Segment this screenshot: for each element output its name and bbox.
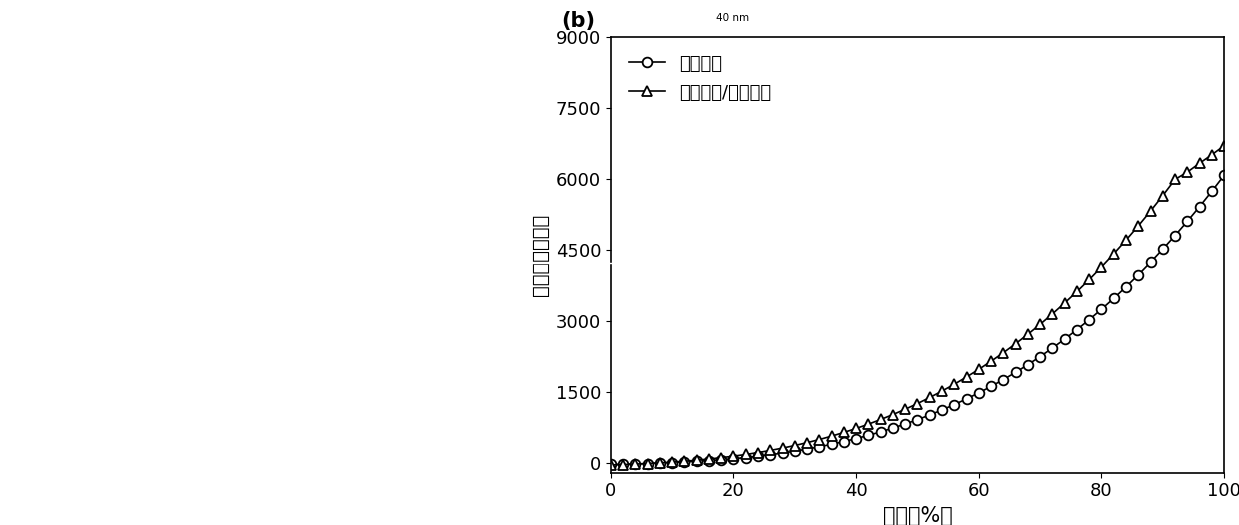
图案化金 [603, 461, 618, 468]
Text: 金/碳纳米管: 金/碳纳米管 [587, 276, 624, 286]
Text: 40 nm: 40 nm [716, 13, 750, 23]
Text: 2: 2 [43, 276, 50, 285]
Bar [0, 411, 300, 417]
图案化金/碳纳米管 [738, 452, 753, 458]
图案化金/碳纳米管 [1217, 143, 1232, 149]
Text: ): ) [55, 276, 62, 290]
Bar [0, 442, 300, 448]
Legend: 图案化金, 图案化金/碳纳米管: 图案化金, 图案化金/碳纳米管 [620, 46, 781, 111]
图案化金/碳纳米管 [1009, 341, 1023, 347]
图案化金/碳纳米管 [603, 462, 618, 468]
图案化金 [738, 454, 753, 460]
Bar [0, 257, 300, 262]
Bar [0, 457, 300, 463]
Text: (a: (a [12, 13, 28, 27]
图案化金/碳纳米管 [788, 443, 803, 449]
Text: 1 μm: 1 μm [698, 491, 722, 501]
Bar [0, 365, 300, 371]
Text: -40 nm: -40 nm [716, 222, 753, 232]
Bar [0, 473, 300, 479]
Bar [0, 396, 300, 402]
图案化金 [799, 446, 814, 452]
Bar [0, 303, 300, 309]
图案化金 [788, 448, 803, 454]
图案化金/碳纳米管 [799, 439, 814, 446]
Bar [0, 488, 300, 494]
Text: (b): (b) [561, 12, 595, 32]
X-axis label: 应变（%）: 应变（%） [882, 506, 953, 525]
Text: 200 μm: 200 μm [203, 476, 235, 485]
Bar [0, 272, 300, 278]
Bar [0, 288, 300, 293]
Bar [0, 504, 300, 510]
图案化金 [1009, 369, 1023, 375]
图案化金 [1217, 172, 1232, 179]
Bar [0, 427, 300, 433]
Text: (a: (a [587, 13, 603, 27]
Bar [0, 334, 300, 340]
Text: 100 μm: 100 μm [171, 478, 208, 488]
图案化金 [1204, 188, 1219, 194]
图案化金/碳纳米管 [1204, 152, 1219, 158]
Text: 3: 3 [613, 13, 620, 23]
Bar [720, 44, 736, 224]
Text: 硅: 硅 [587, 495, 593, 505]
Bar [0, 319, 300, 324]
Bar [0, 380, 300, 386]
Text: 1: 1 [43, 13, 50, 22]
Text: ): ) [623, 13, 629, 27]
Line: 图案化金/碳纳米管: 图案化金/碳纳米管 [606, 141, 1229, 470]
图案化金 [1044, 345, 1059, 351]
图案化金/碳纳米管 [1044, 311, 1059, 317]
Text: ): ) [55, 13, 62, 27]
Bar [0, 519, 300, 525]
Text: (a: (a [12, 276, 28, 290]
Bar [0, 349, 300, 355]
Y-axis label: 归一化电阻变化: 归一化电阻变化 [532, 214, 550, 296]
Line: 图案化金: 图案化金 [606, 171, 1229, 469]
Text: 1 μm: 1 μm [698, 229, 722, 239]
